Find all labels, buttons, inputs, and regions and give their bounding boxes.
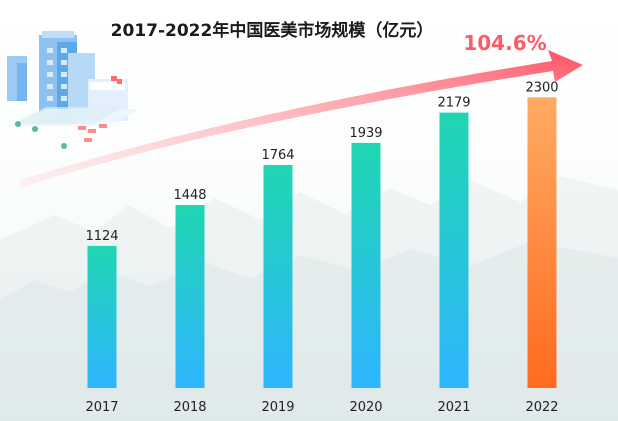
growth-annotation-label: 104.6% (463, 31, 546, 55)
bar-value-label-2022: 2300 (525, 80, 558, 95)
hospital-window (47, 96, 53, 101)
x-tick-label-2021: 2021 (437, 400, 470, 415)
hospital-courtyard (13, 107, 124, 124)
hospital-window (61, 96, 67, 101)
bar-2017 (87, 245, 117, 388)
bars-layer (87, 97, 557, 389)
value-labels-layer: 1124 1448 1764 1939 2179 2300 (85, 80, 558, 244)
hospital-car (99, 124, 107, 128)
hospital-tree (61, 143, 67, 149)
hospital-tree (15, 121, 21, 127)
chart-title: 2017-2022年中国医美市场规模（亿元） (111, 20, 434, 41)
hospital-red-sign-2 (117, 79, 122, 84)
x-tick-label-2017: 2017 (85, 400, 118, 415)
x-tick-label-2018: 2018 (173, 400, 206, 415)
growth-arrow (20, 50, 583, 188)
hospital-car (78, 126, 86, 130)
bar-2021 (439, 112, 469, 388)
hospital-window (61, 84, 67, 89)
hospital-illustration (7, 31, 140, 149)
bar-value-label-2019: 1764 (261, 148, 294, 163)
x-tick-label-2020: 2020 (349, 400, 382, 415)
bar-value-label-2020: 1939 (349, 126, 382, 141)
hospital-red-sign (111, 76, 117, 81)
hospital-tree (32, 126, 38, 132)
x-tick-label-2019: 2019 (261, 400, 294, 415)
x-axis-tick-labels: 2017 2018 2019 2020 2021 2022 (85, 400, 558, 415)
hospital-window (47, 72, 53, 77)
bar-value-label-2017: 1124 (85, 229, 118, 244)
bar-2020 (351, 142, 381, 388)
hospital-annex-roof (90, 82, 125, 90)
hospital-window (47, 60, 53, 65)
hospital-roof (42, 31, 74, 38)
bar-2019 (263, 165, 293, 388)
hospital-window (61, 60, 67, 65)
x-tick-label-2022: 2022 (525, 400, 558, 415)
hospital-window (61, 72, 67, 77)
hospital-window (47, 48, 53, 53)
hospital-car (88, 129, 96, 133)
hospital-window (61, 48, 67, 53)
hospital-side-building-shade (17, 63, 27, 101)
bar-2018 (175, 205, 205, 388)
bar-value-label-2021: 2179 (437, 96, 470, 111)
hospital-window (47, 84, 53, 89)
bar-value-label-2018: 1448 (173, 188, 206, 203)
bar-2022 (527, 97, 557, 389)
hospital-car (84, 138, 92, 142)
